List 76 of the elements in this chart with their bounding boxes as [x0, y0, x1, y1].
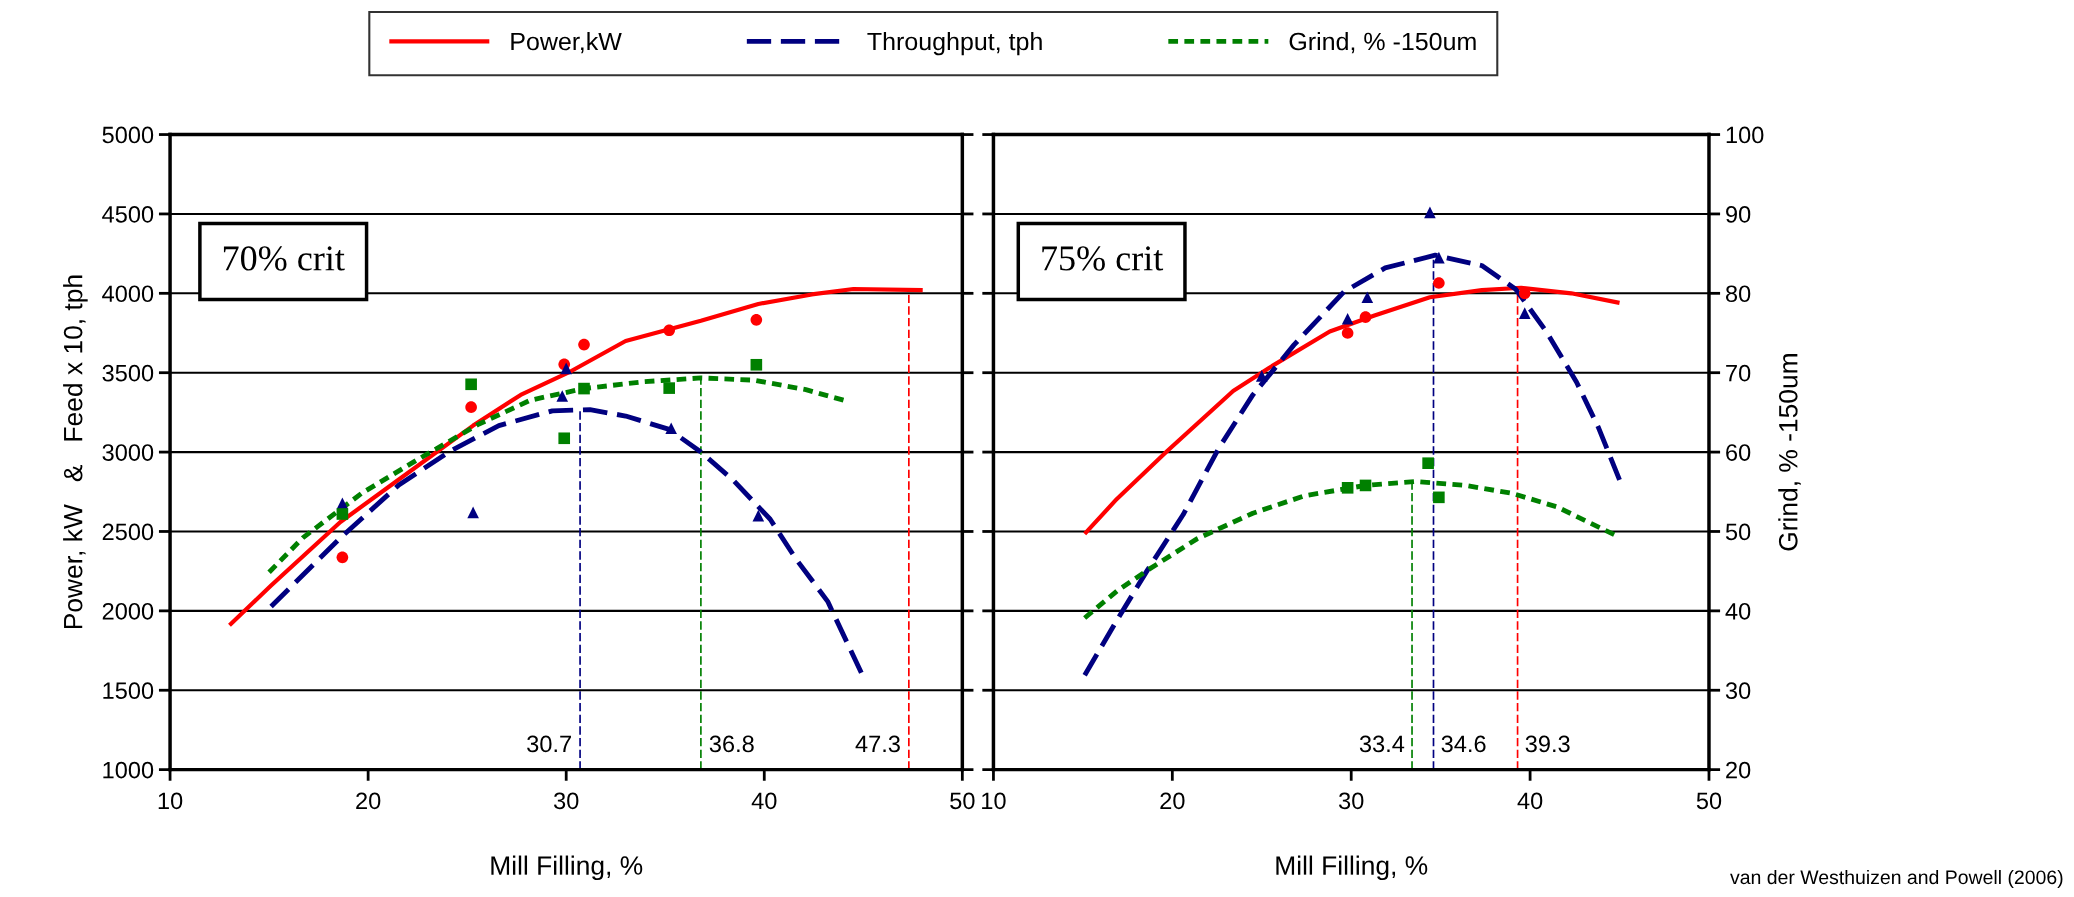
y-axis-title: Power, kW & Feed x 10, tph [63, 275, 88, 629]
point [750, 314, 763, 326]
point [1341, 482, 1354, 494]
x-axis-title: Mill Filling, % [491, 855, 643, 881]
y2-tick-label: 60 [1726, 444, 1751, 461]
point [578, 382, 590, 395]
point [752, 509, 765, 522]
annotation: 75% crit [1042, 246, 1164, 271]
point [1518, 307, 1531, 319]
x-axis-title: Mill Filling, % [1276, 855, 1428, 881]
point [1433, 251, 1445, 264]
y2-tick-label: 20 [1726, 761, 1751, 779]
point [1424, 206, 1436, 219]
y-tick-label: 3500 [102, 364, 154, 382]
ref-line-label: 47.3 [855, 735, 900, 753]
line-series [1082, 285, 1622, 536]
y2-tick-label: 80 [1725, 285, 1751, 303]
x-tick-label: 20 [1160, 792, 1185, 810]
legend-label: Grind, % -150um [1289, 31, 1476, 54]
x-tick-label: 40 [751, 792, 777, 810]
point [336, 508, 349, 520]
y-tick-label: 4500 [102, 206, 154, 223]
legend-label: Throughput, tph [867, 31, 1042, 56]
y-tick-label: 2000 [102, 602, 154, 620]
y2-tick-label: 70 [1726, 364, 1751, 382]
x-tick-label: 50 [1696, 792, 1722, 810]
point [1255, 370, 1268, 382]
x-tick-label: 10 [158, 792, 183, 810]
y-tick-label: 1000 [103, 761, 154, 779]
ref-line-label: 34.6 [1441, 735, 1486, 753]
ref-line-label: 36.8 [709, 735, 754, 753]
point [1433, 277, 1445, 289]
point [1359, 311, 1372, 323]
point [336, 551, 349, 564]
y2-tick-label: 50 [1725, 523, 1751, 541]
point [663, 382, 676, 394]
point [578, 338, 590, 351]
y2-tick-label: 40 [1725, 602, 1751, 620]
y-tick-label: 3000 [102, 444, 154, 461]
y2-tick-label: 30 [1725, 682, 1751, 700]
point [467, 506, 479, 519]
point [663, 324, 676, 337]
point [1359, 479, 1372, 492]
ref-line-label: 30.7 [527, 735, 571, 753]
point [1341, 312, 1354, 325]
text: van der Westhuizen and Powell (2006) [1730, 869, 2063, 889]
y2-tick-label: 100 [1726, 126, 1764, 144]
x-tick-label: 30 [1338, 792, 1364, 810]
point [465, 401, 477, 413]
point [1341, 327, 1354, 339]
x-tick-label: 30 [553, 792, 579, 810]
y-tick-label: 1500 [103, 682, 154, 700]
y-tick-label: 5000 [102, 126, 154, 144]
point [665, 422, 677, 435]
point [750, 358, 763, 371]
point [560, 362, 573, 375]
point [556, 390, 569, 402]
point [1361, 291, 1374, 304]
point [1422, 457, 1434, 470]
point [1433, 491, 1445, 504]
ref-line-label: 39.3 [1525, 735, 1570, 753]
point [558, 432, 571, 445]
ref-line-label: 33.4 [1359, 735, 1405, 753]
legend-label: Power,kW [511, 31, 622, 54]
y2-tick-label: 90 [1726, 206, 1751, 223]
y-tick-label: 2500 [102, 523, 154, 541]
y2-axis-title: Grind, % -150um [1778, 354, 1801, 551]
line-series [227, 286, 925, 628]
x-tick-label: 10 [982, 792, 1006, 810]
x-tick-label: 20 [356, 792, 381, 810]
point [465, 378, 477, 391]
line-series [268, 407, 864, 676]
y-tick-label: 4000 [102, 285, 154, 303]
annotation: 70% crit [223, 246, 345, 271]
x-tick-label: 50 [950, 792, 975, 810]
x-tick-label: 40 [1517, 792, 1543, 810]
